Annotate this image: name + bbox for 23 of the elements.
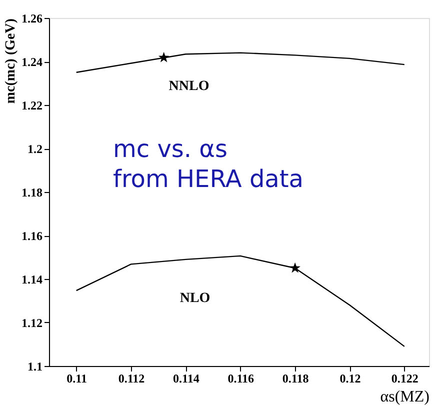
- y-tick-label: 1.14: [22, 272, 42, 286]
- y-tick-label: 1.16: [22, 229, 42, 243]
- annotation: NNLO: [168, 79, 210, 94]
- y-tick-label: 1.22: [22, 98, 42, 112]
- annotation: mc vs. αs from HERA data: [113, 135, 304, 193]
- annotation: NLO: [180, 291, 210, 306]
- y-tick-label: 1.18: [22, 186, 42, 200]
- x-tick-label: 0.118: [282, 372, 309, 386]
- x-tick-label: 0.116: [228, 372, 254, 386]
- x-tick-label: 0.122: [391, 372, 418, 386]
- y-tick-label: 1.1: [28, 360, 42, 374]
- y-tick-label: 1.24: [22, 55, 42, 69]
- y-tick-label: 1.26: [22, 12, 42, 26]
- x-tick-label: 0.11: [66, 372, 88, 386]
- x-tick-label: 0.12: [340, 372, 361, 386]
- x-tick-label: 0.112: [118, 372, 145, 386]
- x-tick-label: 0.114: [173, 372, 200, 386]
- y-axis-title: mc(mc) (GeV): [4, 18, 18, 104]
- line-series: [76, 255, 405, 348]
- y-tick-label: 1.2: [28, 142, 42, 156]
- y-tick-label: 1.12: [22, 316, 42, 330]
- x-axis-title: αs(MZ): [380, 388, 430, 406]
- line-series: [76, 52, 405, 73]
